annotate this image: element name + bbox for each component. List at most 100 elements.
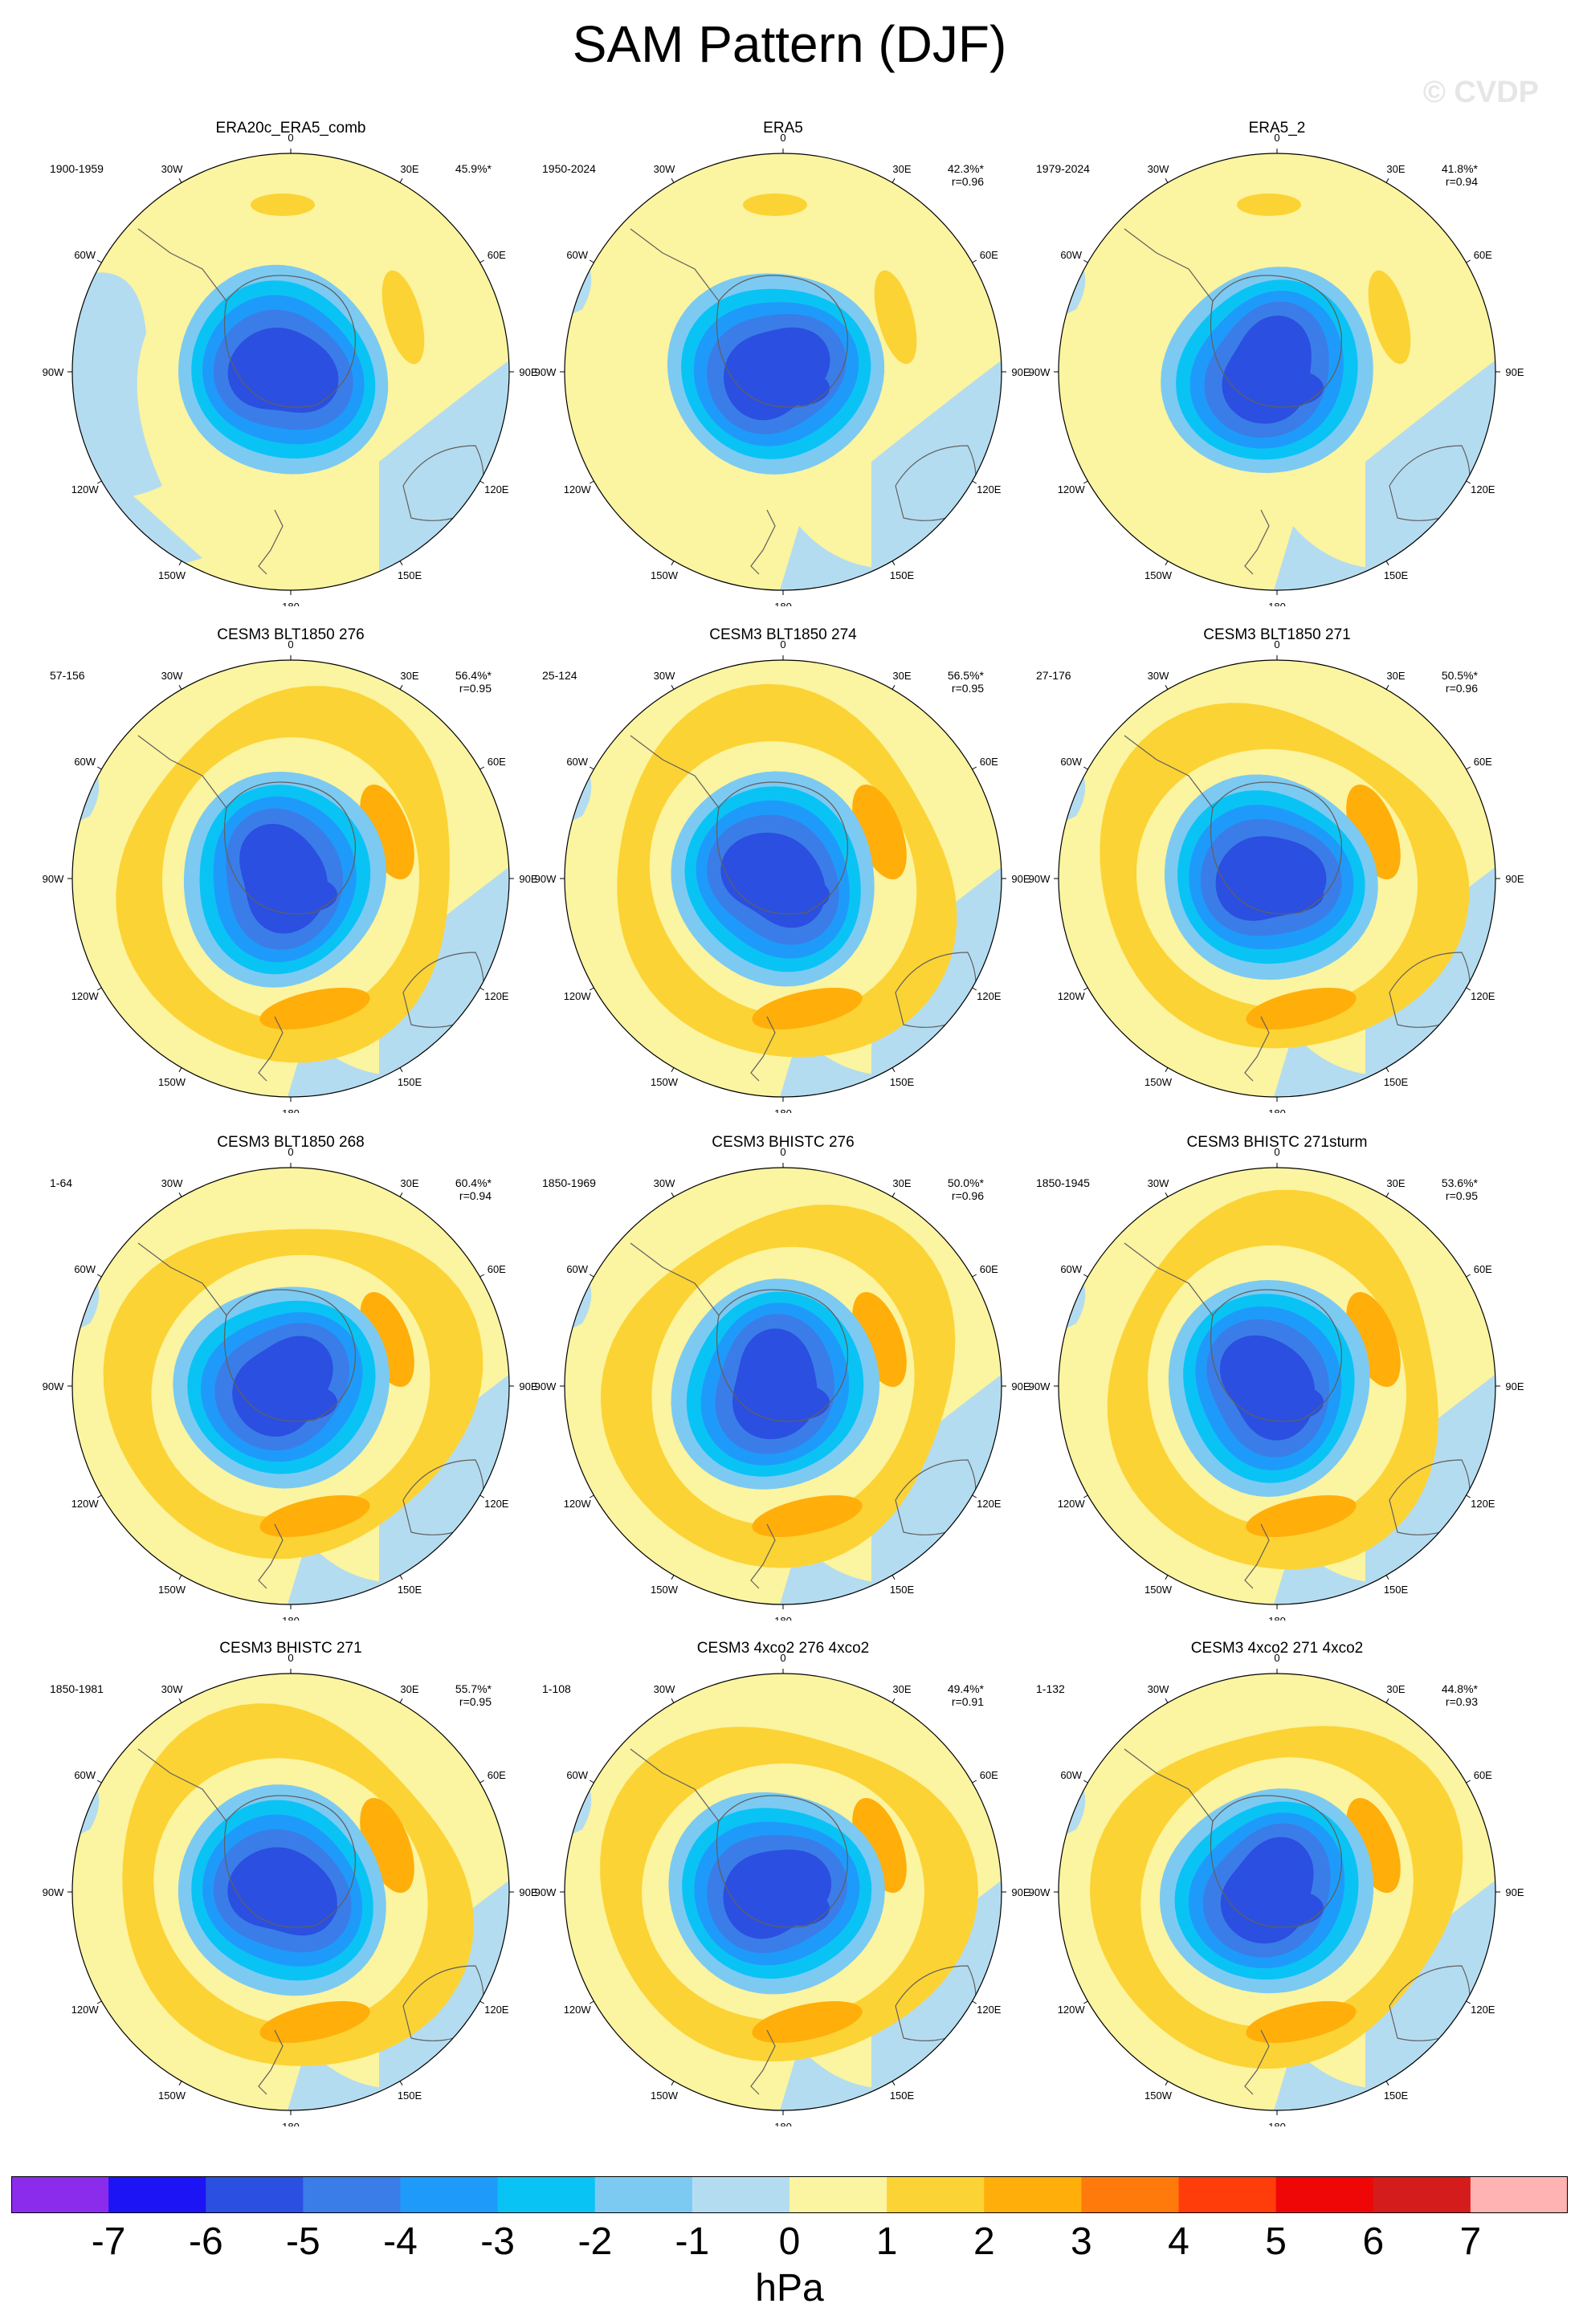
lon-label: 180 [1268,2121,1286,2126]
panel-variance-pct: 55.7%* [455,1682,492,1695]
lon-label: 30E [892,1177,911,1189]
lon-tick [1083,259,1088,263]
lon-label: 150W [158,2090,186,2102]
new-zealand-coastline [750,1016,776,1082]
colorbar-swatch [1081,2176,1180,2213]
positive-max [1246,2001,1357,2043]
panel-years: 57-156 [50,669,85,682]
lon-label: 30E [1386,1683,1405,1695]
lon-tick [96,480,102,484]
peninsula-coastline [137,1748,227,1822]
peninsula-coastline [630,1748,720,1822]
positive-max [1237,194,1301,216]
lon-tick [1385,1698,1389,1703]
lon-label: 60W [1060,756,1082,768]
lon-label: 30E [1386,163,1405,175]
peninsula-coastline [1124,228,1214,302]
negative-core [769,370,830,406]
polar-map: 0 30E 60E 90E 120E 150E 180 150W 120W 90W 60W 30W CE… [535,626,1030,1113]
lon-tick [589,766,594,770]
lon-label: 120W [1058,2004,1086,2016]
lon-label: 120W [71,483,100,495]
new-zealand-coastline [258,1523,284,1589]
lon-label: 0 [288,1652,293,1664]
positive-max [1246,988,1357,1029]
new-zealand-coastline [1244,509,1270,575]
lon-label: 30W [654,163,675,175]
antarctica-coastline [223,275,357,408]
lon-label: 60E [980,249,998,261]
lon-tick [1083,480,1088,484]
lon-label: 150E [398,1584,422,1596]
lon-label: 60W [1060,1769,1082,1781]
colorbar-swatch [790,2176,887,2213]
colorbar-swatch [984,2176,1082,2213]
colorbar-tick-label: 5 [1265,2220,1287,2263]
panel-pattern-corr: r=0.96 [952,175,984,188]
colorbar-tick-label: 2 [973,2220,995,2263]
lon-tick [399,684,403,690]
map-field [72,1168,509,1604]
lon-label: 120E [484,1498,509,1510]
polar-map: 0 30E 60E 90E 120E 150E 180 150W 120W 90W 60W 30W CE… [1029,1640,1524,2126]
positive-max [1246,1495,1357,1537]
lon-label: 60E [1474,1263,1492,1275]
lon-tick [479,480,485,484]
lon-label: 90E [519,873,537,885]
lon-label: 150E [890,1076,915,1088]
panel-variance-pct: 45.9%* [455,162,492,175]
map-panel: 0 30E 60E 90E 120E 150E 180 150W 120W 90W 60W 30W CE… [534,1629,1032,2126]
panel-pattern-corr: r=0.95 [459,682,492,695]
lon-label: 0 [288,132,293,144]
lon-label: 90W [1029,366,1051,378]
lon-label: 150W [651,1584,679,1596]
map-panel: 0 30E 60E 90E 120E 150E 180 150W 120W 90W 60W 30W CE… [1028,1629,1526,2126]
panel-years: 1-108 [542,1682,571,1695]
lon-label: 30E [1386,1177,1405,1189]
antarctica-coastline [223,781,357,915]
lon-label: 120E [1471,1498,1495,1510]
panel-years: 1-132 [1036,1682,1065,1695]
lon-label: 120W [71,990,100,1002]
lon-label: 90E [1505,873,1524,885]
lon-tick [1466,766,1471,770]
lon-label: 60W [566,756,588,768]
lon-tick [671,1698,675,1703]
panel-variance-pct: 49.4%* [948,1682,985,1695]
lon-tick [399,561,403,566]
lon-label: 180 [282,1615,300,1621]
colorbar-tick-label: 6 [1362,2220,1385,2263]
polar-map: 0 30E 60E 90E 120E 150E 180 150W 120W 90W 60W 30W CE… [43,1134,538,1621]
panel-years: 1900-1959 [50,162,104,175]
antarctica-coastline [1210,1795,1343,1928]
lon-tick [479,1274,485,1278]
lon-tick [972,766,977,770]
negative-core [769,1384,830,1420]
lon-label: 30W [654,1683,675,1695]
peninsula-coastline [1124,1242,1214,1316]
lon-label: 60W [1060,1263,1082,1275]
lon-tick [892,1067,896,1073]
lon-label: 90W [535,366,557,378]
colorbar-tick-label: 0 [778,2220,801,2263]
lon-tick [972,1274,977,1278]
lon-tick [589,2000,594,2004]
panel-pattern-corr: r=0.95 [459,1695,492,1708]
lon-label: 120E [484,483,509,495]
lon-label: 30E [892,163,911,175]
antarctica-coastline [716,1795,849,1928]
lon-tick [479,2000,485,2004]
panel-variance-pct: 56.5%* [948,669,985,682]
lon-label: 30W [654,1177,675,1189]
lon-label: 30E [892,1683,911,1695]
lon-tick [178,1192,182,1197]
antarctica-coastline [223,1289,357,1422]
lon-tick [589,1780,594,1784]
panel-pattern-corr: r=0.96 [1446,682,1478,695]
colorbar-swatch [1275,2176,1374,2213]
lon-label: 30E [400,670,418,682]
map-panel: 0 30E 60E 90E 120E 150E 180 150W 120W 90W 60W 30W CE… [534,1123,1032,1621]
lon-label: 90E [1011,1380,1030,1392]
polar-map: 0 30E 60E 90E 120E 150E 180 150W 120W 90W 60W 30W CE… [535,1640,1030,2126]
polar-map: 0 30E 60E 90E 120E 150E 180 150W 120W 90W 60W 30W CE… [1029,1134,1524,1621]
